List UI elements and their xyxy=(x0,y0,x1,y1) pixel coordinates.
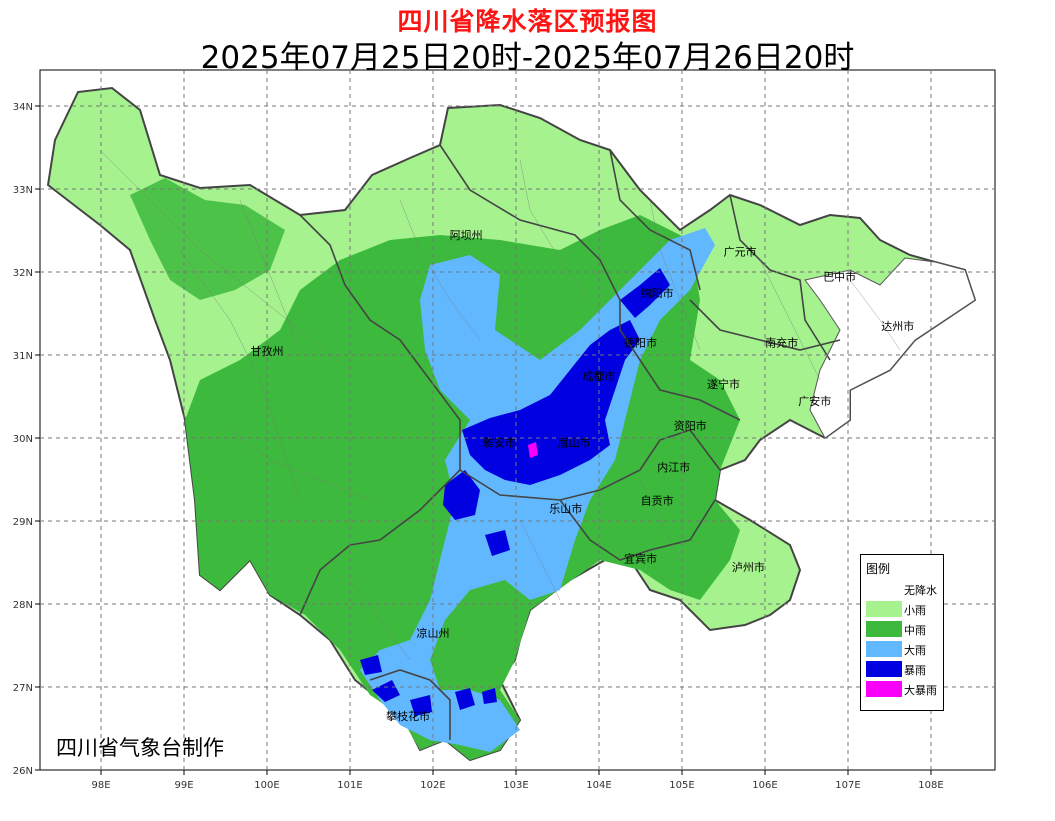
city-label: 泸州市 xyxy=(732,560,765,574)
legend-label: 小雨 xyxy=(904,604,926,617)
tick-label-lon: 101E xyxy=(337,780,362,791)
region-rainstorm-north xyxy=(620,268,670,318)
producer-credit: 四川省气象台制作 xyxy=(56,736,224,760)
legend-swatch xyxy=(866,661,902,677)
legend-item: 无降水 xyxy=(866,581,942,597)
graticule xyxy=(40,70,995,770)
city-label: 阿坝州 xyxy=(450,228,483,242)
region-moderate-rain-west xyxy=(130,178,285,300)
tick-label-lon: 102E xyxy=(420,780,445,791)
legend-item: 中雨 xyxy=(866,621,942,637)
legend-swatch xyxy=(866,621,902,637)
tick-label-lat: 29N xyxy=(13,517,33,528)
city-label: 宜宾市 xyxy=(624,552,657,566)
tick-label-lat: 33N xyxy=(13,185,33,196)
city-label: 雅安市 xyxy=(483,435,516,449)
city-label: 自贡市 xyxy=(641,493,674,507)
tick-label-lon: 104E xyxy=(586,780,611,791)
tick-label-lon: 108E xyxy=(918,780,943,791)
county-borders xyxy=(99,149,901,661)
map-title: 四川省降水落区预报图 xyxy=(397,7,658,36)
legend-title: 图例 xyxy=(866,562,891,576)
city-label: 成都市 xyxy=(583,369,616,383)
city-label: 乐山市 xyxy=(549,502,582,516)
legend-item: 小雨 xyxy=(866,601,942,617)
tick-label-lon: 106E xyxy=(752,780,777,791)
legend-swatch xyxy=(866,641,902,657)
city-label: 甘孜州 xyxy=(251,344,284,358)
tick-label-lat: 27N xyxy=(13,683,33,694)
region-extreme-rain xyxy=(528,442,538,458)
tick-label-lat: 30N xyxy=(13,434,33,445)
legend-label: 无降水 xyxy=(904,584,937,597)
legend-swatch xyxy=(866,681,902,697)
legend-label: 大暴雨 xyxy=(904,684,937,697)
city-label: 遂宁市 xyxy=(707,377,740,391)
prefecture-borders xyxy=(299,144,841,740)
region-rainstorm-south xyxy=(360,530,510,716)
region-rainstorm xyxy=(462,320,640,485)
city-label: 绵阳市 xyxy=(641,286,674,300)
tick-label-lat: 34N xyxy=(13,102,33,113)
city-label: 广安市 xyxy=(798,394,831,408)
region-rainstorm-west xyxy=(443,470,480,520)
tick-label-lon: 100E xyxy=(254,780,279,791)
city-label: 德阳市 xyxy=(624,336,657,350)
city-label: 凉山州 xyxy=(417,626,450,640)
city-label: 眉山市 xyxy=(558,435,591,449)
city-label: 巴中市 xyxy=(823,269,856,283)
city-label: 广元市 xyxy=(724,244,757,258)
city-label: 内江市 xyxy=(657,460,690,474)
legend-item: 暴雨 xyxy=(866,661,942,677)
region-heavy-rain xyxy=(360,228,715,752)
tick-label-lon: 98E xyxy=(91,780,110,791)
legend-swatch xyxy=(866,581,902,597)
city-label: 资阳市 xyxy=(674,419,707,433)
tick-label-lat: 28N xyxy=(13,600,33,611)
city-label: 攀枝花市 xyxy=(386,709,430,723)
city-label: 南充市 xyxy=(765,336,798,350)
legend-label: 中雨 xyxy=(904,624,926,637)
tick-label-lat: 32N xyxy=(13,268,33,279)
tick-label-lon: 107E xyxy=(835,780,860,791)
tick-label-lat: 31N xyxy=(13,351,33,362)
city-label: 达州市 xyxy=(881,319,914,333)
tick-label-lon: 105E xyxy=(669,780,694,791)
legend-label: 大雨 xyxy=(904,644,926,657)
legend-item: 大暴雨 xyxy=(866,681,942,697)
tick-label-lon: 103E xyxy=(503,780,528,791)
tick-label-lat: 26N xyxy=(13,766,33,777)
legend-label: 暴雨 xyxy=(904,664,926,677)
axis-ticks: 98E 99E 100E 101E 102E 103E 104E 105E 106E 107E 10… xyxy=(13,102,944,791)
legend: 图例 无降水小雨中雨大雨暴雨大暴雨 xyxy=(860,554,944,711)
legend-item: 大雨 xyxy=(866,641,942,657)
tick-label-lon: 99E xyxy=(174,780,193,791)
legend-swatch xyxy=(866,601,902,617)
